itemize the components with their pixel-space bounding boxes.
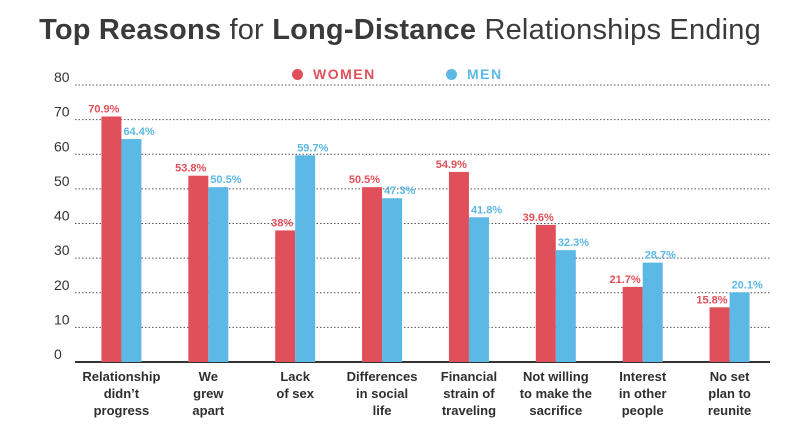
title-part-4: Relationships Ending [484,14,761,46]
bar-men [121,139,142,362]
data-label-men: 64.4% [123,126,154,138]
data-label-men: 20.1% [732,279,763,291]
title-part-3: Long-Distance [272,14,477,46]
y-tick-label: 80 [54,69,70,85]
data-label-women: 15.8% [696,294,727,306]
category-label-line: reunite [707,403,752,418]
title-part-2: for [229,14,264,46]
category-label: Financial strain of traveling [423,368,515,419]
bar-men [468,217,489,362]
data-label-men: 32.3% [558,237,589,249]
category-label-line: Lack [280,369,310,384]
y-tick-label: 70 [54,104,70,120]
bar-women [448,171,469,362]
category-label-line: Financial [440,369,498,384]
y-tick-label: 30 [54,242,70,258]
category-label-line: No set [709,369,750,384]
legend-item-women: WOMEN [292,66,376,82]
category-label-line: Interest [619,369,667,384]
category-label-line: sacrifice [529,403,583,418]
category-label-line: in other [618,386,667,401]
category-label-line: We [198,369,218,384]
category-label-line: Not willing [522,369,589,384]
data-label-men: 59.7% [297,142,328,154]
y-tick-label: 20 [54,277,70,293]
bar-men [382,198,403,362]
bar-women [362,187,383,362]
data-label-women: 53.8% [175,163,206,175]
title-part-1: Top Reasons [39,14,222,46]
category-label-line: of sex [276,386,314,401]
bar-men [729,292,750,362]
category-label-line: in social [356,386,409,401]
category-label-line: apart [192,403,225,418]
category-label-line: Differences [346,369,418,384]
legend-swatch-men [446,68,457,80]
bar-women [188,175,209,362]
bar-women [101,116,122,362]
bar-men [642,262,663,362]
category-label: No set plan to reunite [684,368,776,419]
category-label-line: progress [93,403,150,418]
category-label-line: plan to [708,386,751,401]
bar-men [208,187,229,362]
category-label-line: people [621,403,664,418]
data-label-women: 39.6% [523,212,554,224]
chart-title: Top Reasons for Long-Distance Relationsh… [0,14,800,47]
category-label: Interest in other people [597,368,689,419]
data-label-women: 38% [271,217,293,229]
category-label-line: traveling [441,403,497,418]
data-label-women: 21.7% [609,274,640,286]
category-label-line: grew [193,386,224,401]
data-label-women: 50.5% [349,174,380,186]
legend-item-men: MEN [446,66,503,82]
data-label-women: 54.9% [436,159,467,171]
data-label-men: 28.7% [645,250,676,262]
y-tick-label: 50 [54,173,70,189]
y-tick-label: 0 [54,346,62,362]
data-label-men: 50.5% [210,174,241,186]
category-label-line: to make the [519,386,592,401]
legend: WOMEN MEN [0,66,800,90]
bar-women [622,286,643,362]
category-label: Not willing to make the sacrifice [510,368,602,419]
bar-women [275,230,296,362]
category-label-line: strain of [443,386,495,401]
bar-men [555,250,576,362]
legend-label-women: WOMEN [313,66,376,82]
y-tick-label: 40 [54,208,70,224]
y-tick-label: 10 [54,311,70,327]
category-label: Lack of sex [249,368,341,402]
bar-women [709,307,730,362]
data-label-women: 70.9% [88,104,119,116]
category-label-line: life [372,403,392,418]
legend-swatch-women [292,68,303,80]
y-tick-label: 60 [54,138,70,154]
data-label-men: 47.3% [384,185,415,197]
data-label-men: 41.8% [471,204,502,216]
legend-label-men: MEN [467,66,503,82]
bar-women [535,224,556,362]
category-label: Differences in social life [336,368,428,419]
category-label: Relationship didn’t progress [75,368,167,419]
category-label-line: Relationship [82,369,161,384]
category-label-line: didn’t [103,386,140,401]
bar-men [295,155,316,362]
category-label: We grew apart [162,368,254,419]
